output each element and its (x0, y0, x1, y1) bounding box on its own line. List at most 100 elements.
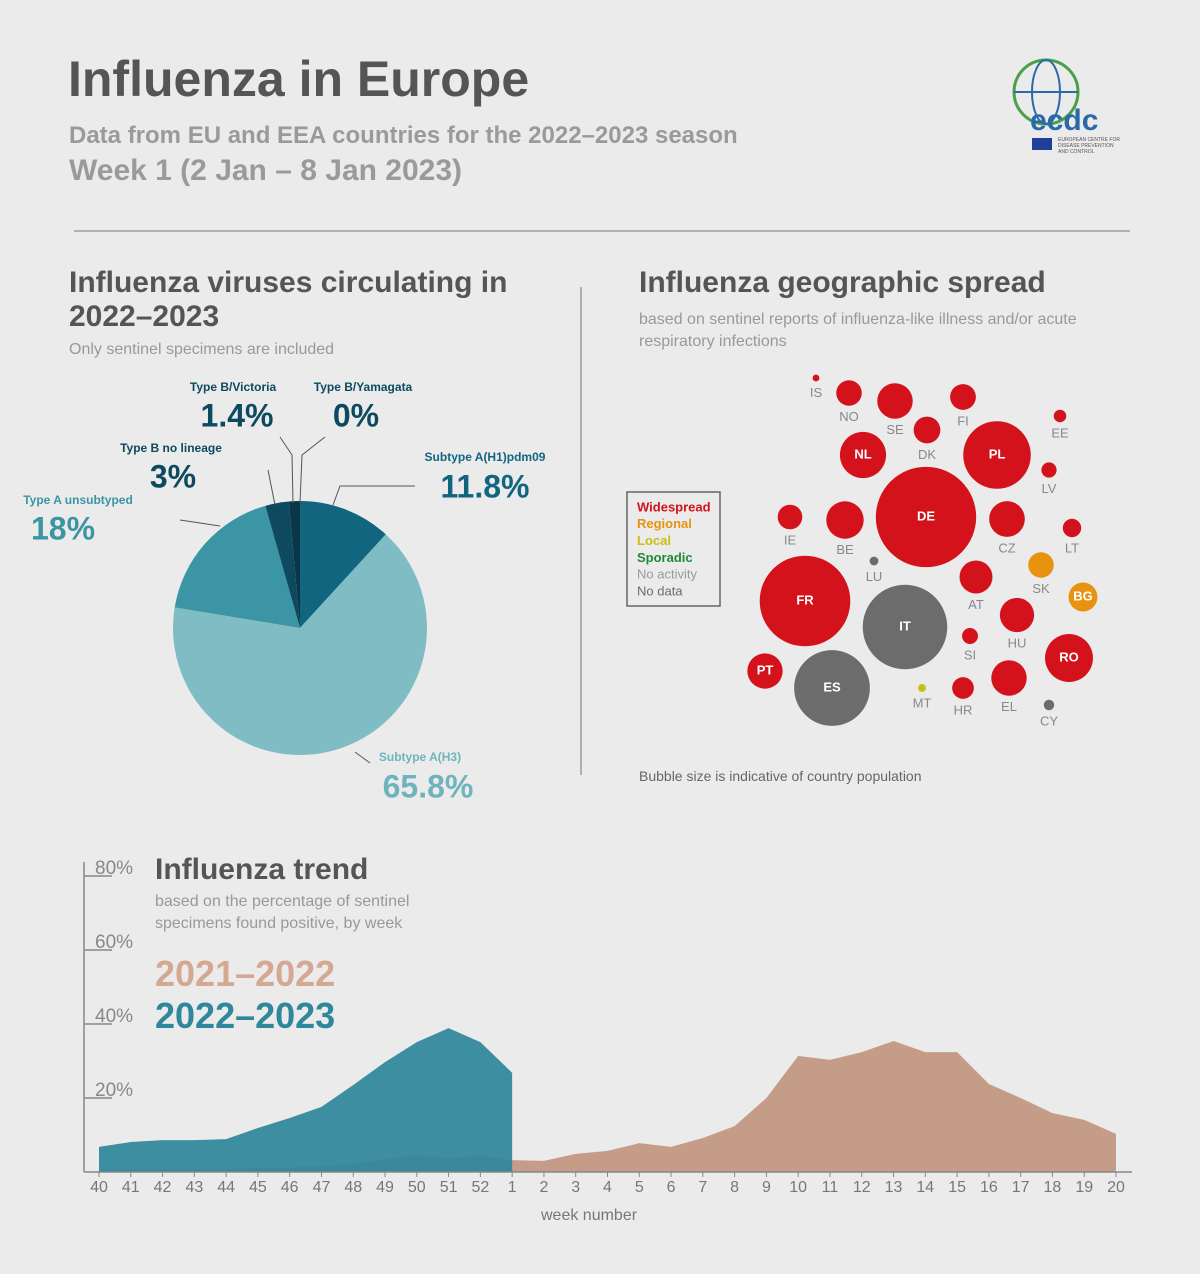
country-label: SK (1032, 581, 1050, 596)
x-tick-label: 47 (313, 1179, 331, 1196)
subtitle: Data from EU and EEA countries for the 2… (69, 122, 738, 149)
slice-value: 0% (333, 397, 379, 433)
country-label: BG (1073, 588, 1093, 603)
pie-slice (300, 501, 386, 628)
country-bubble (1041, 462, 1057, 478)
country-bubble (913, 416, 941, 444)
country-label: DK (918, 447, 936, 462)
slice-value: 3% (150, 458, 196, 494)
x-tick-label: 10 (789, 1179, 807, 1196)
x-tick-label: 20 (1107, 1179, 1125, 1196)
country-bubble (1062, 518, 1082, 538)
slice-label: Subtype A(H3) (379, 750, 461, 764)
logo-flag (1032, 138, 1052, 150)
country-bubble (991, 660, 1027, 696)
country-bubble (877, 383, 913, 419)
pie-slice (174, 505, 300, 628)
country-label: FI (957, 413, 969, 428)
country-label: DE (917, 508, 935, 523)
country-label: IE (784, 533, 797, 548)
country-label: CY (1040, 714, 1058, 729)
country-label: IS (810, 385, 823, 400)
title: Influenza in Europe (68, 51, 530, 107)
leader-line (279, 436, 294, 504)
country-label: EE (1051, 426, 1069, 441)
country-label: NL (854, 446, 871, 461)
legend-entry: Regional (637, 516, 692, 531)
leader-line (179, 519, 221, 527)
country-bubble (1043, 699, 1055, 711)
x-tick-label: 1 (508, 1179, 517, 1196)
slice-label: Type B/Victoria (190, 380, 277, 394)
country-bubble (869, 556, 879, 566)
country-bubble (836, 380, 862, 406)
x-tick-label: 9 (762, 1179, 771, 1196)
country-bubble (959, 560, 993, 594)
pie-slice (172, 534, 428, 755)
x-tick-label: 48 (344, 1179, 362, 1196)
country-bubble (952, 677, 974, 699)
x-tick-label: 15 (948, 1179, 966, 1196)
x-tick-label: 7 (698, 1179, 707, 1196)
country-label: CZ (998, 540, 1015, 555)
y-tick-label: 60% (95, 932, 133, 953)
x-tick-label: 13 (885, 1179, 903, 1196)
country-bubble (963, 421, 1031, 489)
legend-entry: 2021–2022 (155, 953, 336, 994)
legend-entry: 2022–2023 (155, 995, 336, 1036)
x-tick-label: 11 (822, 1179, 839, 1196)
country-label: IT (899, 618, 911, 633)
country-bubble (826, 501, 864, 539)
country-label: SI (964, 647, 976, 662)
x-tick-label: 14 (916, 1179, 934, 1196)
y-tick-label: 40% (95, 1006, 133, 1027)
week: Week 1 (2 Jan – 8 Jan 2023) (69, 154, 463, 187)
legend-entry: No activity (637, 567, 697, 582)
x-tick-label: 2 (539, 1179, 548, 1196)
country-bubble (1053, 409, 1067, 423)
x-tick-label: 45 (249, 1179, 267, 1196)
legend-entry: No data (637, 583, 683, 598)
legend-entry: Local (637, 533, 671, 548)
country-bubble (839, 431, 887, 479)
slice-label: Subtype A(H1)pdm09 (425, 450, 546, 464)
legend-entry: Sporadic (637, 550, 693, 565)
slice-label: Type B/Yamagata (314, 380, 413, 394)
x-tick-label: 18 (1044, 1179, 1062, 1196)
leader-line (299, 436, 326, 504)
logo-caption: EUROPEAN CENTRE FOR DISEASE PREVENTION A… (1058, 137, 1120, 155)
leader-line (354, 751, 371, 764)
x-tick-label: 44 (217, 1179, 235, 1196)
x-tick-label: 50 (408, 1179, 426, 1196)
x-tick-label: 42 (154, 1179, 172, 1196)
x-tick-label: 19 (1075, 1179, 1093, 1196)
country-bubble (1068, 582, 1098, 612)
country-label: HU (1008, 636, 1027, 651)
map-note: Bubble size is indicative of country pop… (639, 768, 922, 784)
country-bubble (777, 504, 803, 530)
slice-value: 65.8% (383, 768, 474, 804)
country-label: AT (968, 597, 984, 612)
country-bubble (1045, 634, 1093, 682)
country-label: LT (1065, 541, 1079, 556)
leader-line (267, 469, 276, 506)
country-label: BE (836, 542, 854, 557)
x-tick-label: 12 (853, 1179, 871, 1196)
country-label: HR (954, 702, 973, 717)
logo: ecdc (1012, 58, 1098, 150)
pie-slice (265, 501, 300, 628)
x-tick-label: 41 (122, 1179, 140, 1196)
x-tick-label: 46 (281, 1179, 299, 1196)
y-tick-label: 80% (95, 858, 133, 879)
x-tick-label: 6 (667, 1179, 676, 1196)
country-label: FR (796, 592, 814, 607)
country-label: PT (757, 662, 774, 677)
slice-value: 11.8% (441, 468, 530, 504)
country-bubble (759, 555, 851, 647)
x-tick-label: 40 (90, 1179, 108, 1196)
country-label: NO (839, 409, 859, 424)
country-bubble (1028, 552, 1054, 578)
country-label: SE (886, 422, 904, 437)
country-label: EL (1001, 699, 1017, 714)
